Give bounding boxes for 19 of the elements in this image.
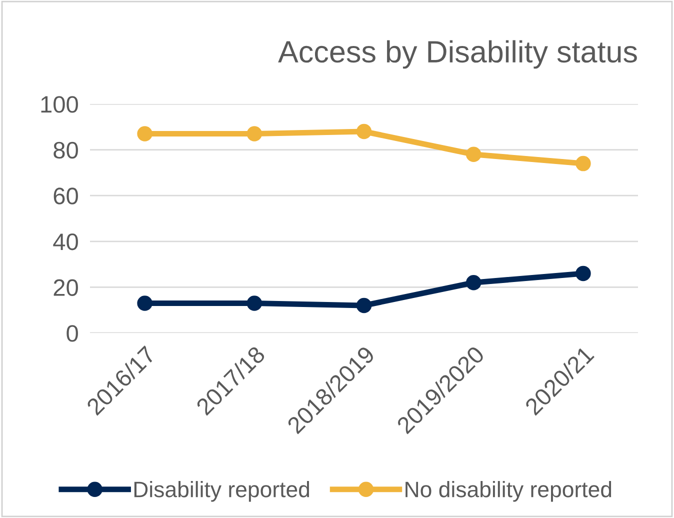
y-tick-label: 0 — [66, 325, 78, 342]
legend-label: Disability reported — [134, 481, 310, 502]
y-tick-label: 60 — [54, 188, 78, 204]
point — [137, 126, 152, 142]
point — [137, 296, 152, 311]
point — [466, 274, 482, 290]
y-tick-label: 80 — [54, 142, 78, 159]
y-tick-label: 40 — [53, 233, 78, 250]
point — [466, 146, 482, 162]
point — [356, 124, 372, 140]
legend-label: No disability reported — [406, 481, 612, 502]
point — [576, 156, 591, 172]
y-tick-label: 100 — [41, 96, 78, 113]
chart-title: Access by Disability status — [278, 40, 637, 69]
point — [246, 296, 262, 311]
point — [576, 266, 591, 282]
point — [246, 126, 262, 142]
point — [356, 298, 372, 314]
y-tick-label: 20 — [54, 279, 78, 296]
